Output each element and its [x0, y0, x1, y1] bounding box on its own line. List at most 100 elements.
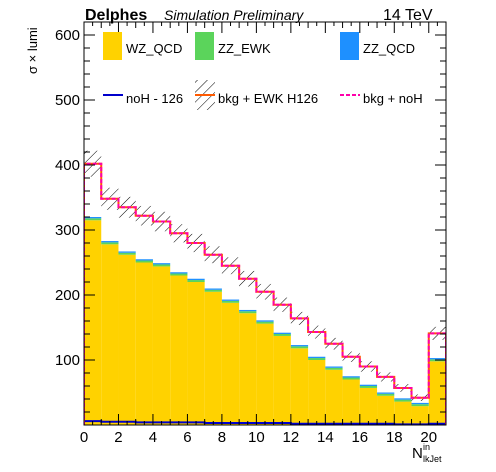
zz-qcd-stack	[84, 217, 446, 405]
legend-item: bkg + noH	[340, 91, 423, 106]
legend-swatch	[195, 32, 214, 60]
zz-ewk-bar	[377, 393, 395, 396]
legend-label: bkg + noH	[363, 91, 423, 106]
zz-ewk-bar	[359, 386, 378, 388]
legend-label: ZZ_QCD	[363, 41, 415, 56]
zz-ewk-stack	[84, 218, 446, 407]
wz-qcd-bar	[101, 244, 119, 425]
legend-item: ZZ_QCD	[340, 32, 415, 60]
wz-qcd-bar	[256, 323, 274, 425]
zz-qcd-bar	[394, 398, 412, 400]
wz-qcd-stack	[84, 220, 446, 425]
legend-item: WZ_QCD	[103, 32, 182, 60]
zz-qcd-bar	[428, 358, 446, 360]
x-tick-label: 10	[248, 429, 265, 446]
zz-ewk-bar	[152, 264, 171, 267]
zz-ewk-bar	[256, 321, 274, 324]
wz-qcd-bar	[239, 313, 257, 425]
wz-qcd-bar	[187, 282, 205, 425]
legend-label: bkg + EWK H126	[218, 91, 318, 106]
wz-qcd-bar	[428, 361, 446, 425]
energy-label: 14 TeV	[383, 7, 433, 24]
y-tick-label: 300	[55, 222, 80, 239]
wz-qcd-bar	[342, 379, 360, 425]
zz-ewk-bar	[325, 367, 343, 370]
x-tick-label: 18	[386, 429, 403, 446]
wz-qcd-bar	[325, 369, 343, 425]
wz-qcd-bar	[118, 254, 136, 425]
wz-qcd-bar	[359, 387, 378, 425]
axes: 0 2 4 6 8 10 12 14 16 18 20 100 200 300 400 500 600	[55, 21, 447, 446]
y-tick-label: 500	[55, 92, 80, 109]
zz-qcd-bar	[170, 272, 188, 274]
wz-qcd-bar	[394, 401, 412, 425]
zz-ewk-bar	[290, 346, 309, 349]
zz-ewk-bar	[239, 311, 257, 314]
legend-item: ZZ_EWK	[195, 32, 271, 60]
x-tick-label: 20	[420, 429, 437, 446]
zz-qcd-bar	[325, 366, 343, 368]
zz-ewk-bar	[84, 218, 102, 221]
legend: WZ_QCD ZZ_EWK ZZ_QCD noH - 126 bkg + EWK H12…	[103, 32, 423, 110]
zz-qcd-bar	[204, 288, 222, 290]
legend-item: noH - 126	[103, 91, 183, 106]
x-axis-label-sub: lkJet	[423, 454, 442, 464]
wz-qcd-bar	[152, 266, 171, 425]
header: Delphes Simulation Preliminary 14 TeV	[85, 7, 433, 24]
wz-qcd-bar	[308, 360, 326, 425]
wz-qcd-bar	[221, 302, 240, 425]
x-axis-label: N in lkJet	[412, 442, 442, 464]
zz-qcd-bar	[308, 356, 326, 359]
zz-ewk-bar	[394, 399, 412, 402]
legend-label: noH - 126	[126, 91, 183, 106]
legend-label: WZ_QCD	[126, 41, 182, 56]
x-axis-label-main: N	[412, 445, 423, 462]
zz-qcd-bar	[273, 332, 291, 334]
zz-qcd-bar	[84, 217, 102, 219]
zz-ewk-bar	[411, 404, 429, 407]
x-tick-label: 12	[283, 429, 300, 446]
wz-qcd-bar	[84, 220, 102, 425]
legend-label: ZZ_EWK	[218, 41, 271, 56]
zz-qcd-bar	[411, 402, 429, 405]
x-axis-label-sup: in	[423, 442, 430, 452]
x-tick-label: 14	[317, 429, 334, 446]
zz-ewk-bar	[273, 334, 291, 336]
x-tick-label: 4	[149, 429, 157, 446]
wz-qcd-bar	[273, 335, 291, 425]
zz-qcd-bar	[239, 309, 257, 312]
zz-ewk-bar	[187, 280, 205, 282]
wz-qcd-bar	[170, 275, 188, 425]
zz-ewk-bar	[135, 260, 153, 263]
y-tick-label: 600	[55, 27, 80, 44]
legend-swatch	[103, 32, 122, 60]
zz-qcd-bar	[152, 263, 171, 265]
zz-qcd-bar	[118, 251, 136, 253]
zz-qcd-bar	[256, 320, 274, 322]
bkg-noh-line	[84, 162, 446, 425]
zz-ewk-bar	[342, 377, 360, 380]
zz-ewk-bar	[101, 242, 119, 245]
y-tick-label: 400	[55, 157, 80, 174]
zz-qcd-bar	[101, 241, 119, 243]
zz-qcd-bar	[135, 259, 153, 261]
zz-qcd-bar	[377, 392, 395, 394]
zz-ewk-bar	[170, 273, 188, 276]
x-tick-label: 0	[80, 429, 88, 446]
legend-swatch	[340, 32, 359, 60]
wz-qcd-bar	[204, 291, 222, 425]
x-tick-label: 6	[183, 429, 191, 446]
y-tick-label: 200	[55, 287, 80, 304]
wz-qcd-bar	[377, 395, 395, 425]
wz-qcd-bar	[290, 348, 309, 425]
zz-ewk-bar	[308, 358, 326, 360]
wz-qcd-bar	[411, 406, 429, 425]
zz-qcd-bar	[290, 345, 309, 347]
x-tick-label: 2	[114, 429, 122, 446]
x-tick-label: 8	[218, 429, 226, 446]
y-axis-label: σ × lumi	[25, 27, 40, 74]
subtitle-label: Simulation Preliminary	[164, 7, 304, 23]
zz-qcd-bar	[342, 376, 360, 378]
brand-label: Delphes	[85, 7, 147, 24]
